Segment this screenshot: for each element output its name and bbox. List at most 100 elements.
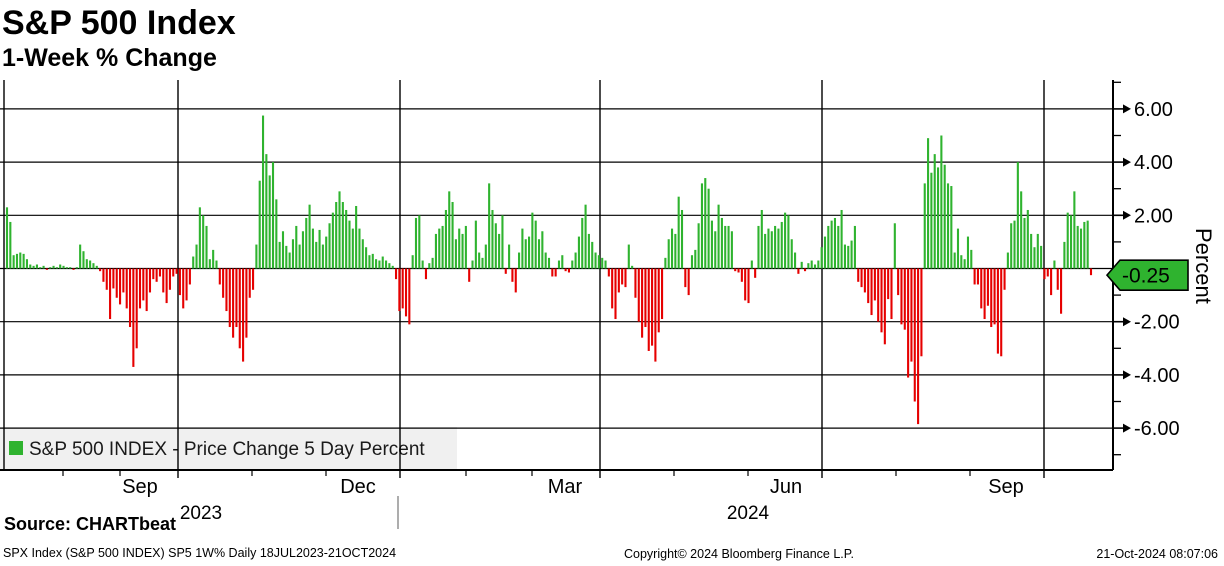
bar — [627, 244, 630, 269]
bar — [800, 261, 803, 269]
y-tick-arrow-icon — [1123, 317, 1131, 327]
bar — [491, 209, 494, 269]
bar — [238, 268, 241, 349]
ticker-details: SPX Index (S&P 500 INDEX) SP5 1W% Daily … — [3, 546, 397, 560]
bar — [1003, 268, 1006, 290]
bar — [281, 231, 285, 269]
bar — [464, 225, 467, 269]
bar — [594, 252, 597, 269]
bar — [212, 249, 215, 269]
bar — [827, 225, 830, 269]
bar — [754, 268, 757, 278]
bar — [265, 154, 268, 269]
bar — [85, 259, 88, 269]
bar — [794, 252, 797, 269]
bar — [927, 138, 930, 269]
bar — [285, 245, 288, 269]
bar — [1010, 223, 1013, 269]
bar — [375, 259, 378, 269]
bar — [298, 244, 301, 269]
bar — [165, 268, 168, 304]
bar — [172, 268, 175, 277]
bar — [175, 268, 178, 274]
bar — [252, 268, 255, 290]
bar — [52, 265, 55, 269]
bar — [873, 268, 876, 301]
bar — [451, 202, 454, 269]
bar — [740, 268, 743, 282]
bar — [25, 259, 28, 269]
bar — [348, 220, 351, 269]
last-value-label: -0.25 — [1122, 265, 1170, 288]
bar — [1020, 191, 1023, 269]
bar — [584, 204, 587, 269]
bar — [767, 228, 770, 269]
bar — [112, 268, 115, 289]
bar — [917, 268, 920, 425]
year-label: 2024 — [727, 503, 770, 524]
bar — [22, 253, 25, 269]
bar — [341, 202, 344, 269]
bar — [125, 268, 128, 309]
bar — [760, 209, 763, 269]
bar — [581, 217, 584, 269]
bar — [661, 268, 664, 320]
bar — [857, 268, 860, 282]
bar — [784, 212, 787, 269]
bar — [381, 256, 384, 269]
bar — [345, 209, 348, 269]
y-tick-label: 2.00 — [1134, 205, 1173, 227]
bar — [597, 255, 600, 269]
bar — [913, 268, 916, 402]
source-label: Source: CHARTbeat — [4, 514, 177, 534]
bar — [95, 265, 98, 269]
bar — [986, 268, 989, 306]
bar — [371, 253, 374, 269]
bar — [983, 268, 986, 320]
bar — [431, 257, 434, 269]
bar — [870, 268, 873, 316]
bar — [135, 268, 138, 349]
bar — [577, 236, 580, 269]
bar — [218, 268, 221, 285]
bar — [1026, 209, 1029, 269]
bar — [331, 212, 334, 269]
bar — [35, 264, 38, 269]
bar — [454, 239, 457, 269]
bar — [228, 268, 231, 328]
bar — [644, 268, 647, 328]
timestamp: 21-Oct-2024 08:07:06 — [1096, 547, 1218, 561]
bar — [863, 268, 866, 293]
bar — [1036, 233, 1039, 269]
bar — [547, 257, 551, 269]
bar — [837, 225, 840, 269]
bar — [976, 268, 979, 285]
bar — [242, 268, 245, 362]
bar — [993, 268, 996, 325]
bar — [607, 268, 610, 277]
bar — [780, 221, 783, 269]
bar — [936, 167, 940, 269]
bar — [39, 267, 42, 269]
bar — [418, 215, 421, 269]
bar — [1030, 233, 1033, 269]
bar — [897, 268, 900, 296]
bar — [707, 188, 710, 269]
y-tick-label: 4.00 — [1134, 152, 1173, 174]
bar — [1023, 217, 1026, 269]
bar — [933, 154, 936, 269]
bar — [488, 183, 491, 269]
bar — [401, 268, 404, 309]
bar — [833, 217, 837, 269]
bar — [680, 209, 684, 269]
bar — [704, 178, 707, 269]
bar — [115, 268, 118, 298]
bar — [365, 247, 368, 269]
y-tick-arrow-icon — [1123, 370, 1131, 380]
bar — [614, 268, 617, 320]
bar — [956, 228, 960, 269]
bar — [1083, 221, 1086, 269]
x-tick-label: Mar — [548, 476, 583, 498]
